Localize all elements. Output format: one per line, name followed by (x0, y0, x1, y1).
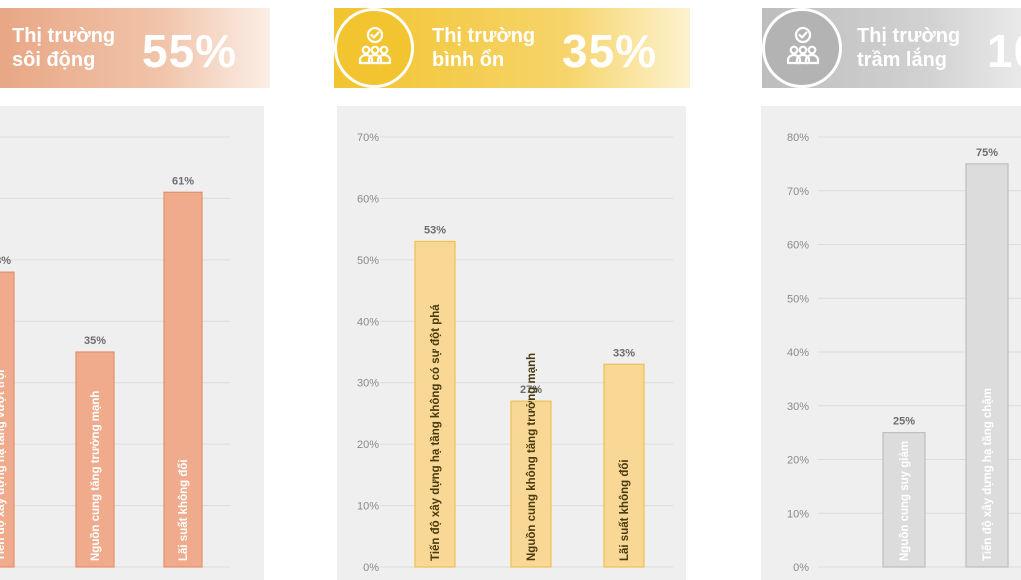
banner-title: Thị trường bình ổn (432, 24, 535, 72)
bar (603, 363, 645, 568)
y-tick-label: 0% (363, 562, 379, 574)
category-label: Tiến độ xây dựng hạ tầng không có sự đột… (430, 304, 442, 561)
category-label: Nguồn cung không tăng trưởng mạnh (526, 353, 538, 561)
banner-title-line2: bình ổn (432, 49, 505, 71)
y-tick-label: 60% (787, 240, 809, 252)
category-label: Lãi suất không đổi (178, 459, 190, 561)
y-tick-label: 20% (787, 455, 809, 467)
chart-panel-binh-on: 0% 10% 20% 30% 40% 50% 60% 70% 53% Tiến độ xây dự… (337, 106, 686, 580)
bar-value-label: 25% (893, 416, 915, 428)
banner-tram-lang: Thị trường trầm lắng 10% (762, 8, 1021, 88)
y-tick-label: 80% (787, 132, 809, 144)
banner-title: Thị trường sôi động (12, 24, 115, 72)
y-tick-label: 60% (357, 193, 379, 205)
bar (163, 191, 203, 568)
people-check-icon (762, 8, 842, 88)
bar-value-label: 48% (0, 255, 11, 267)
bar-value-label: 35% (84, 335, 106, 347)
y-tick-label: 40% (357, 316, 379, 328)
banner-binh-on: Thị trường bình ổn 35% (334, 8, 690, 88)
bar-chart-binh-on: 0% 10% 20% 30% 40% 50% 60% 70% 53% Tiến độ xây dự… (357, 132, 673, 574)
bar (75, 351, 115, 568)
banner-title: Thị trường trầm lắng (857, 24, 960, 72)
bar (510, 400, 552, 568)
bar (965, 163, 1009, 568)
banner-title-line2: trầm lắng (857, 49, 948, 71)
category-label: Nguồn cung tăng trưởng mạnh (90, 391, 102, 561)
banner-percent: 55% (142, 25, 238, 77)
banner-percent: 35% (562, 25, 658, 77)
banner-percent: 10% (987, 25, 1021, 77)
banner-title-line2: sôi động (12, 49, 96, 71)
chart-panel-soi-dong: 48% Tiến độ xây dựng hạ tầng vượt trội 35%… (0, 106, 264, 580)
banner-title-line1: Thị trường (432, 25, 536, 47)
y-tick-label: 30% (787, 401, 809, 413)
y-tick-label: 30% (357, 378, 379, 390)
bar-value-label: 27% (520, 384, 542, 396)
y-tick-label: 70% (787, 186, 809, 198)
category-label: Lãi suất không đổi (619, 459, 631, 561)
banner-title-line1: Thị trường (12, 25, 116, 47)
category-label: Tiến độ xây dựng hạ tầng chậm (982, 388, 994, 561)
bar-value-label: 75% (976, 147, 998, 159)
bar-value-label: 53% (424, 224, 446, 236)
y-tick-label: 40% (787, 347, 809, 359)
y-tick-label: 70% (357, 132, 379, 144)
banner-soi-dong: Thị trường sôi động 55% (0, 8, 270, 88)
y-tick-label: 20% (357, 439, 379, 451)
chart-panel-tram-lang: 0% 10% 20% 30% 40% 50% 60% 70% 80% 25% Nguồn cung … (761, 106, 1021, 580)
y-tick-label: 50% (787, 293, 809, 305)
bar (0, 271, 15, 568)
category-label: Nguồn cung suy giảm (899, 441, 911, 561)
category-label: Tiến độ xây dựng hạ tầng vượt trội (0, 370, 7, 561)
bar-value-label: 61% (172, 175, 194, 187)
y-tick-label: 10% (787, 508, 809, 520)
y-tick-label: 0% (793, 562, 809, 574)
bar-value-label: 33% (613, 347, 635, 359)
people-check-icon (334, 8, 414, 88)
bar-chart-tram-lang: 0% 10% 20% 30% 40% 50% 60% 70% 80% 25% Nguồn cung … (787, 132, 1021, 574)
y-tick-label: 50% (357, 255, 379, 267)
bar (882, 432, 926, 568)
y-tick-label: 10% (357, 501, 379, 513)
banner-title-line1: Thị trường (857, 25, 961, 47)
bar-chart-soi-dong: 48% Tiến độ xây dựng hạ tầng vượt trội 35%… (0, 136, 230, 568)
bar (414, 240, 456, 568)
